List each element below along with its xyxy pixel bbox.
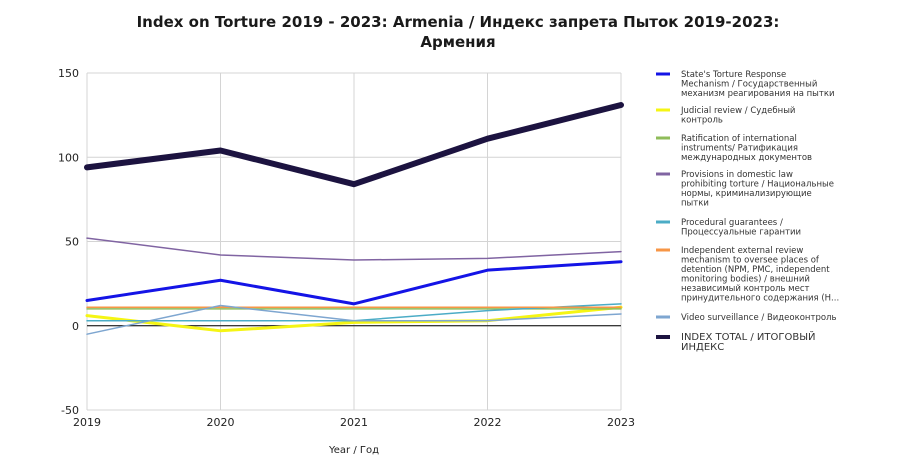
legend-item-3: Ratification of internationalinstruments… — [656, 134, 812, 163]
x-tick-label: 2020 — [207, 416, 235, 429]
y-tick-label: 0 — [72, 320, 79, 333]
series-line-4 — [86, 237, 622, 261]
tick-labels: -50 0 50 100 150 2019 2020 2021 2022 2023 — [58, 67, 635, 429]
series-line-1 — [85, 260, 623, 306]
legend-item-5: Procedural guarantees /Процессуальные га… — [656, 218, 801, 238]
legend-label: mechanism to oversee places of — [681, 256, 820, 266]
legend-label: Video surveillance / Видеоконтроль — [681, 313, 836, 323]
legend-label: INDEX TOTAL / ИТОГОВЫЙ — [681, 330, 816, 343]
legend-label: Ratification of international — [681, 134, 797, 144]
legend-label: Provisions in domestic law — [681, 170, 793, 180]
y-tick-label: 150 — [58, 67, 79, 80]
legend-label: Процессуальные гарантии — [681, 228, 801, 238]
chart-title-line-2: Армения — [420, 33, 496, 51]
x-tick-label: 2019 — [73, 416, 101, 429]
legend-label: контроль — [681, 116, 723, 126]
legend-label: Procedural guarantees / — [681, 218, 783, 228]
chart-title: Index on Torture 2019 - 2023: Armenia / … — [0, 12, 916, 52]
legend-label: Independent external review — [681, 246, 803, 256]
legend-label: detention (NPM, PMC, independent — [681, 265, 830, 275]
legend-label: instruments/ Ратификация — [681, 144, 798, 154]
legend-label: пытки — [681, 199, 709, 209]
legend-label: нормы, криминализирующие — [681, 189, 812, 199]
legend-label: независимый контроль мест — [681, 284, 809, 294]
legend-label: международных документов — [681, 153, 812, 163]
series-line-7 — [86, 304, 622, 335]
y-tick-label: -50 — [61, 404, 79, 417]
x-tick-label: 2022 — [474, 416, 502, 429]
legend-label: monitoring bodies) / внешний — [681, 275, 810, 285]
legend-label: State's Torture Response — [681, 70, 786, 80]
legend-label: Mechanism / Государственный — [681, 80, 817, 90]
y-tick-label: 50 — [65, 236, 79, 249]
series-line-2 — [85, 305, 623, 333]
legend-label: принудительного содержания (Н... — [681, 294, 839, 304]
x-tick-label: 2021 — [340, 416, 368, 429]
series-lines — [84, 102, 624, 335]
legend-item-7: Video surveillance / Видеоконтроль — [656, 313, 836, 323]
legend-label: Judicial review / Судебный — [680, 106, 795, 116]
x-axis-label: Year / Год — [328, 445, 379, 456]
series-line-8 — [84, 102, 624, 188]
chart-title-line-1: Index on Torture 2019 - 2023: Armenia / … — [136, 13, 780, 31]
legend-label: ИНДЕКС — [681, 342, 724, 353]
legend-label: prohibiting torture / Национальные — [681, 180, 834, 190]
y-tick-label: 100 — [58, 151, 79, 164]
legend-label: механизм реагирования на пытки — [681, 89, 834, 99]
x-tick-label: 2023 — [607, 416, 635, 429]
